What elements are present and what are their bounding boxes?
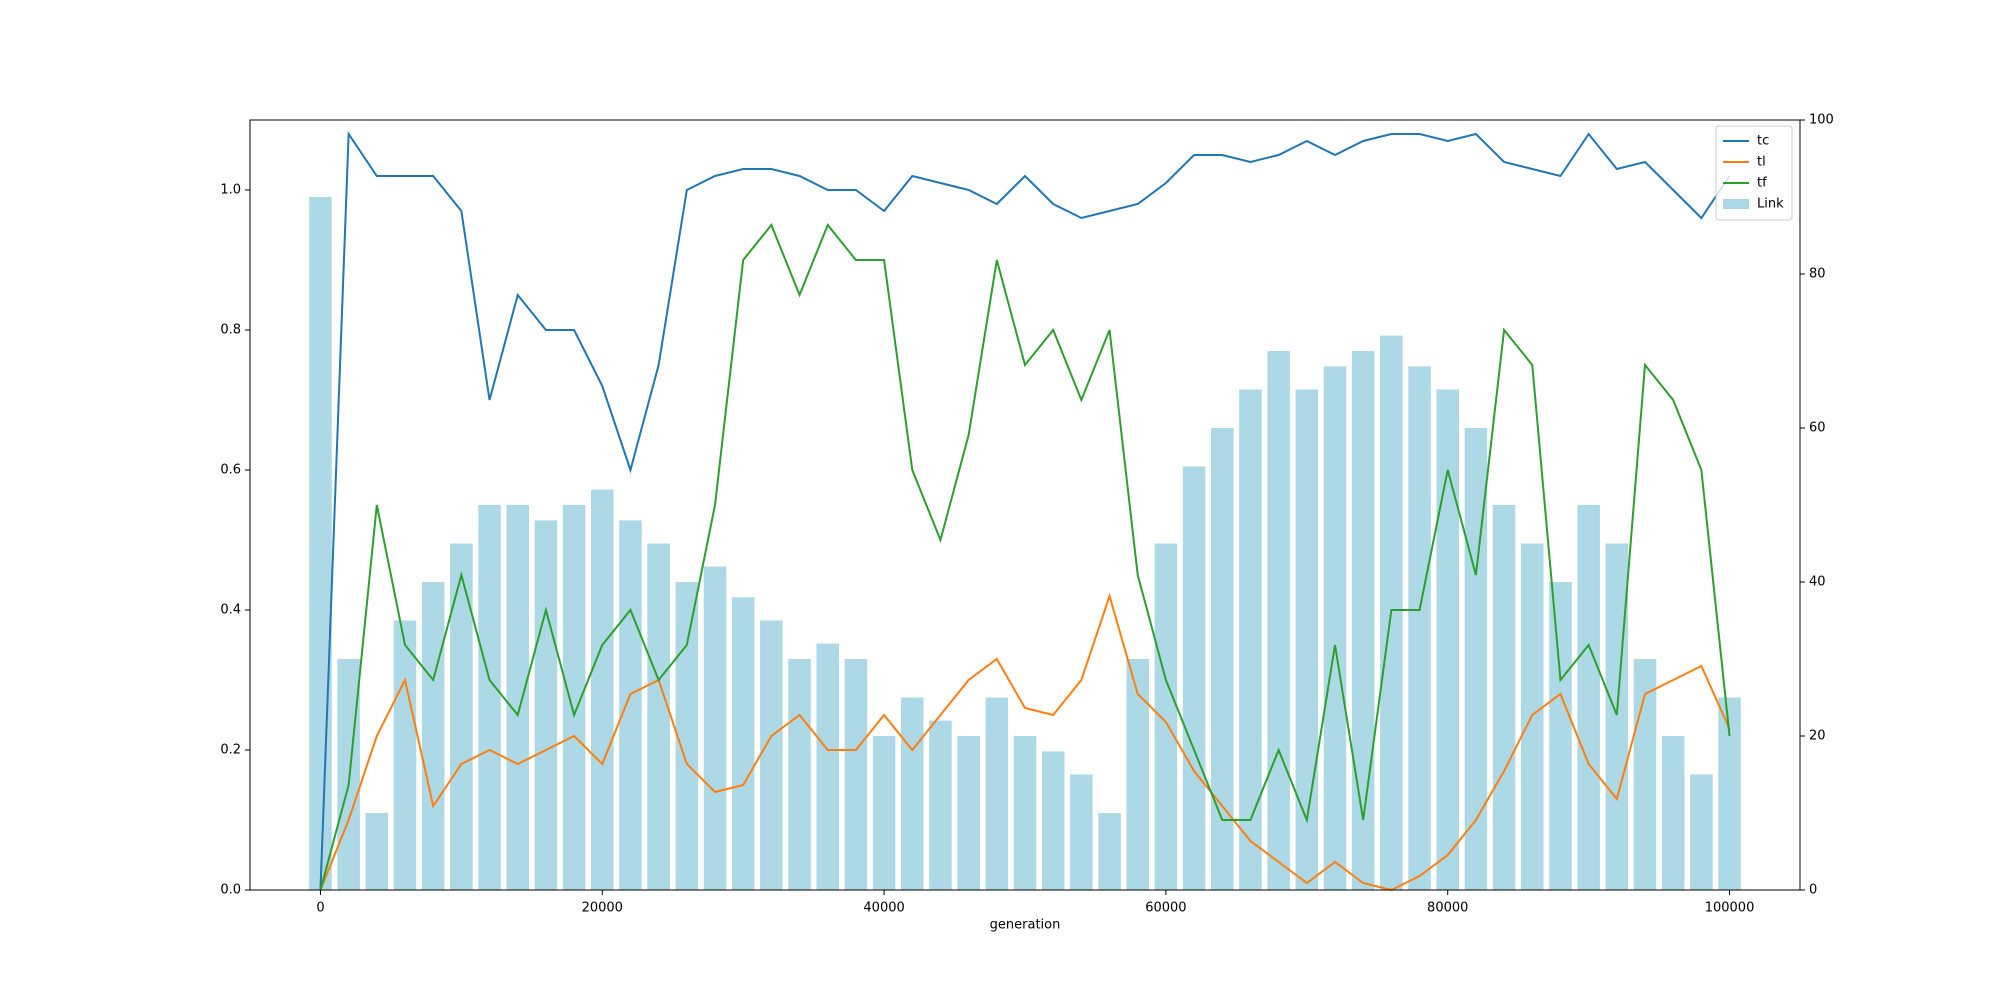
y2-tick-label: 0	[1809, 883, 1817, 898]
bar	[1267, 351, 1290, 890]
y2-tick-label: 20	[1809, 729, 1826, 744]
bar	[1690, 774, 1713, 890]
legend-box	[1715, 125, 1793, 221]
y2-tick-label: 40	[1809, 575, 1826, 590]
bar	[1126, 659, 1149, 890]
bar	[1013, 736, 1037, 890]
bar	[1154, 543, 1178, 890]
x-tick-label: 20000	[582, 901, 623, 916]
bar	[1408, 366, 1431, 890]
bar	[562, 505, 586, 890]
bar	[703, 566, 727, 890]
bar	[731, 597, 755, 890]
bar	[760, 620, 783, 890]
y-tick-label: 1.0	[220, 183, 241, 198]
bar	[1577, 505, 1600, 890]
bar	[1605, 543, 1629, 890]
y-tick-label: 0.8	[220, 323, 241, 338]
legend-label: Link	[1757, 197, 1784, 212]
plot-area	[309, 130, 1741, 892]
x-tick-label: 100000	[1705, 901, 1755, 916]
x-tick-label: 0	[316, 901, 324, 916]
x-tick-label: 60000	[1145, 901, 1186, 916]
line	[319, 592, 1731, 892]
legend-label: tf	[1757, 176, 1767, 191]
bar	[1041, 751, 1065, 890]
bar	[816, 643, 839, 890]
bar	[1492, 505, 1516, 890]
bar	[901, 697, 924, 890]
bar	[1182, 466, 1206, 890]
bar	[619, 520, 642, 890]
bar	[1239, 389, 1262, 890]
bar	[337, 659, 360, 890]
y2-tick-label: 100	[1809, 113, 1834, 128]
bar	[647, 543, 670, 890]
legend-label: tl	[1757, 155, 1766, 170]
bar	[478, 505, 501, 890]
bar	[450, 543, 473, 890]
bar	[393, 620, 417, 890]
bar	[1718, 697, 1741, 890]
bar	[929, 720, 952, 890]
legend-swatch	[1723, 199, 1749, 209]
bar	[1464, 428, 1488, 890]
bar	[1070, 774, 1093, 890]
bar	[1098, 813, 1121, 890]
bar	[534, 520, 558, 890]
bar	[1436, 389, 1459, 890]
line	[319, 223, 1731, 891]
bar	[1323, 366, 1347, 890]
y2-tick-label: 60	[1809, 421, 1826, 436]
bar	[1549, 582, 1572, 890]
bar	[591, 489, 614, 890]
bar	[421, 582, 445, 890]
bar	[1295, 389, 1319, 890]
y-tick-label: 0.4	[220, 603, 241, 618]
bar	[365, 813, 389, 890]
legend-label: tc	[1757, 134, 1769, 149]
bar	[1211, 428, 1234, 890]
bar	[1661, 736, 1685, 890]
axes-frame	[249, 119, 1801, 891]
bar	[675, 582, 699, 890]
x-axis-label: generation	[990, 918, 1061, 933]
bar	[844, 659, 868, 890]
bar	[506, 505, 529, 890]
bar	[309, 197, 332, 890]
y2-tick-label: 80	[1809, 267, 1826, 282]
bar	[872, 736, 896, 890]
x-tick-label: 40000	[863, 901, 904, 916]
y-tick-label: 0.0	[220, 883, 241, 898]
bar	[1351, 351, 1375, 890]
bar	[957, 736, 980, 890]
bar	[985, 697, 1009, 890]
y-tick-label: 0.2	[220, 743, 241, 758]
x-tick-label: 80000	[1427, 901, 1468, 916]
line	[319, 130, 1731, 891]
y-tick-label: 0.6	[220, 463, 241, 478]
bar	[788, 659, 811, 890]
